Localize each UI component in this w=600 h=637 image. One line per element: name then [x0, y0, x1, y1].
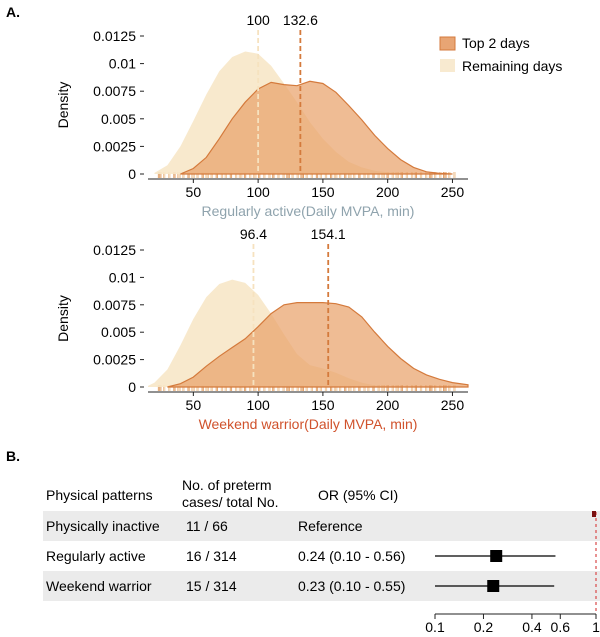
row-cases: 11 / 66 [186, 518, 228, 534]
forest-x-tick-label: 0.4 [522, 619, 542, 635]
x-axis-label-unit: (Daily MVPA, min) [301, 203, 414, 219]
x-tick-label: 150 [311, 184, 335, 200]
legend-swatch-top2 [439, 36, 456, 51]
x-tick-label: 100 [246, 397, 270, 413]
median-label-remaining: 100 [246, 12, 270, 28]
forest-x-tick-label: 0.6 [551, 619, 571, 635]
x-tick-label: 150 [311, 397, 335, 413]
x-axis-label: Regularly active(Daily MVPA, min) [202, 203, 415, 219]
header-or: OR (95% CI) [318, 487, 398, 503]
panel-a-label: A. [6, 4, 20, 20]
median-label-remaining: 96.4 [240, 226, 267, 242]
or-marker [592, 511, 596, 517]
row-or-text: 0.23 (0.10 - 0.55) [298, 578, 405, 594]
panel-b-label: B. [6, 448, 20, 464]
row-cases: 16 / 314 [186, 548, 237, 564]
x-tick-label: 50 [186, 184, 202, 200]
y-axis-label: Density [55, 82, 71, 129]
x-tick-label: 250 [441, 184, 465, 200]
x-tick-label: 250 [441, 397, 465, 413]
row-band [43, 511, 600, 541]
x-axis-label-group: Regularly active [202, 203, 302, 219]
forest-x-tick-label: 0.1 [425, 619, 445, 635]
row-or-text: Reference [298, 518, 363, 534]
y-tick-label: 0.0125 [93, 28, 136, 44]
x-tick-label: 100 [246, 184, 270, 200]
y-tick-label: 0 [128, 379, 136, 395]
legend-swatch-remaining [440, 59, 455, 72]
row-pattern: Regularly active [46, 548, 146, 564]
median-label-top2: 132.6 [283, 12, 318, 28]
y-axis-label: Density [55, 295, 71, 342]
density-plot-weekend-warrior: 96.4 154.1 50 100 150 200 250 0 0.0025 0.005 0.007… [55, 226, 469, 432]
y-tick-label: 0.005 [101, 111, 136, 127]
y-tick-label: 0.0025 [93, 138, 136, 154]
x-tick-label: 200 [376, 184, 400, 200]
legend: Top 2 days Remaining days [439, 35, 562, 74]
row-cases: 15 / 314 [186, 578, 237, 594]
density-plot-regularly-active: 100 132.6 50 100 150 200 250 0 0.0025 0.005 0.0075… [55, 12, 468, 219]
density-area-top2 [180, 80, 453, 175]
or-marker [487, 580, 500, 592]
y-tick-label: 0.01 [109, 269, 136, 285]
density-area-top2 [167, 302, 469, 388]
row-or-text: 0.24 (0.10 - 0.56) [298, 548, 405, 564]
row-pattern: Weekend warrior [46, 578, 152, 594]
legend-label-remaining: Remaining days [462, 58, 562, 74]
y-tick-label: 0 [128, 166, 136, 182]
y-tick-label: 0.0075 [93, 297, 136, 313]
forest-x-tick-label: 1 [592, 619, 600, 635]
x-axis-label-group: Weekend warrior [199, 416, 305, 432]
row-pattern: Physically inactive [46, 518, 160, 534]
y-tick-label: 0.0075 [93, 83, 136, 99]
legend-label-top2: Top 2 days [462, 35, 530, 51]
y-tick-label: 0.005 [101, 324, 136, 340]
header-cases-1: No. of preterm [182, 477, 271, 493]
or-marker [490, 550, 503, 562]
header-cases-2: cases/ total No. [182, 494, 279, 510]
forest-x-tick-label: 0.2 [474, 619, 494, 635]
y-tick-label: 0.0125 [93, 242, 136, 258]
x-axis-label-unit: (Daily MVPA, min) [304, 416, 417, 432]
x-tick-label: 200 [376, 397, 400, 413]
header-pattern: Physical patterns [46, 487, 153, 503]
y-tick-label: 0.01 [109, 56, 136, 72]
median-label-top2: 154.1 [311, 226, 346, 242]
x-axis-label: Weekend warrior(Daily MVPA, min) [199, 416, 418, 432]
y-tick-label: 0.0025 [93, 352, 136, 368]
x-tick-label: 50 [186, 397, 202, 413]
